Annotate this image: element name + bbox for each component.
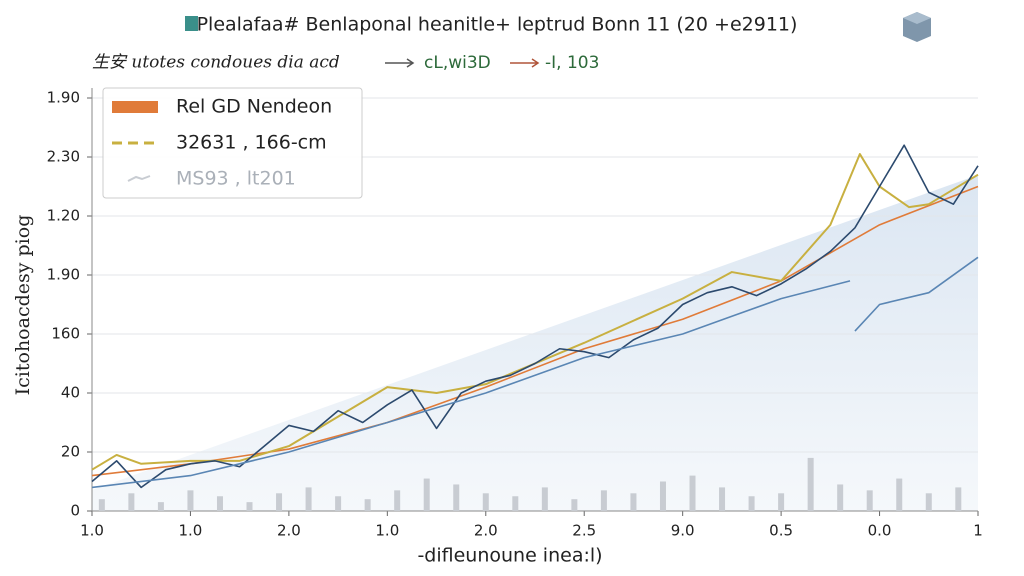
volume-bar xyxy=(187,490,194,511)
volume-bar xyxy=(571,499,578,511)
series-line xyxy=(91,256,979,489)
volume-bar xyxy=(807,457,814,511)
x-tick-label: 2.0 xyxy=(474,522,498,540)
volume-bar xyxy=(689,475,696,511)
volume-bar xyxy=(630,493,637,511)
volume-bar xyxy=(246,502,253,511)
arrow xyxy=(510,58,540,68)
volume-bar xyxy=(659,481,666,511)
arrow xyxy=(385,58,415,68)
x-tick-label: 2.0 xyxy=(277,522,301,540)
volume-bar xyxy=(778,493,785,511)
legend-icon xyxy=(112,101,158,113)
y-tick-label: 20 xyxy=(61,443,80,461)
y-tick-label: 1.90 xyxy=(47,266,80,284)
x-tick-label: 1 xyxy=(973,522,983,540)
x-tick-label: 0.0 xyxy=(868,522,892,540)
volume-bar xyxy=(837,484,844,511)
x-tick-label: 9.0 xyxy=(671,522,695,540)
volume-bar xyxy=(157,502,164,511)
volume-bar xyxy=(512,496,519,511)
volume-bar xyxy=(364,499,371,511)
series-line xyxy=(91,185,979,477)
area-fill xyxy=(92,175,978,511)
volume-bar xyxy=(305,487,312,511)
legend: Rel GD Nendeon 32631 , 166-cm MS93 , lt201 xyxy=(102,87,363,199)
volume-bar xyxy=(276,493,283,511)
y-tick-label: 0 xyxy=(70,502,80,520)
y-tick-label: 1.20 xyxy=(47,207,80,225)
volume-bar xyxy=(600,490,607,511)
x-tick-label: 1.0 xyxy=(375,522,399,540)
x-tick-label: 0.5 xyxy=(769,522,793,540)
legend-icon xyxy=(127,175,151,182)
volume-bar xyxy=(216,496,223,511)
y-tick-label: 160 xyxy=(51,325,80,343)
y-tick-label: 40 xyxy=(61,384,80,402)
volume-bar xyxy=(98,499,105,511)
series-line xyxy=(91,144,979,489)
annotation: cL,wi3D xyxy=(424,53,491,73)
x-tick-label: 1.0 xyxy=(179,522,203,540)
y-tick-label: 1.90 xyxy=(47,89,80,107)
volume-bar xyxy=(128,493,135,511)
volume-bar xyxy=(541,487,548,511)
subtitle: 生安 utotes condoues dia acd xyxy=(92,53,340,73)
y-tick-label: 2.30 xyxy=(47,148,80,166)
volume-bar xyxy=(423,478,430,511)
x-axis-label: -difleunoune inea:l) xyxy=(417,545,602,567)
volume-bar xyxy=(866,490,873,511)
legend-label: 32631 , 166-cm xyxy=(176,132,327,154)
chart-title: Plealafaa# Benlaponal heanitle+ leptrud … xyxy=(197,14,798,36)
plot-area: 0 20 40 160 1.90 1.20 2.30 1.90 1.0 1.0 2.0 1.0 2.0 2… xyxy=(47,88,983,540)
annotation: -I, 103 xyxy=(545,53,599,73)
x-tick-label: 1.0 xyxy=(80,522,104,540)
y-axis-label: Icitohoacdesy piog xyxy=(12,215,34,396)
legend-label: MS93 , lt201 xyxy=(176,168,296,190)
volume-bar xyxy=(482,493,489,511)
volume-bar xyxy=(719,487,726,511)
cube-icon xyxy=(903,12,931,42)
volume-bar xyxy=(335,496,342,511)
title-icon xyxy=(185,16,198,31)
volume-bar xyxy=(748,496,755,511)
legend-box xyxy=(102,87,363,199)
volume-bar xyxy=(453,484,460,511)
x-tick-label: 2.5 xyxy=(572,522,596,540)
legend-label: Rel GD Nendeon xyxy=(176,96,332,118)
volume-bar xyxy=(955,487,962,511)
volume-bar xyxy=(925,493,932,511)
volume-bar xyxy=(394,490,401,511)
volume-bar xyxy=(896,478,903,511)
